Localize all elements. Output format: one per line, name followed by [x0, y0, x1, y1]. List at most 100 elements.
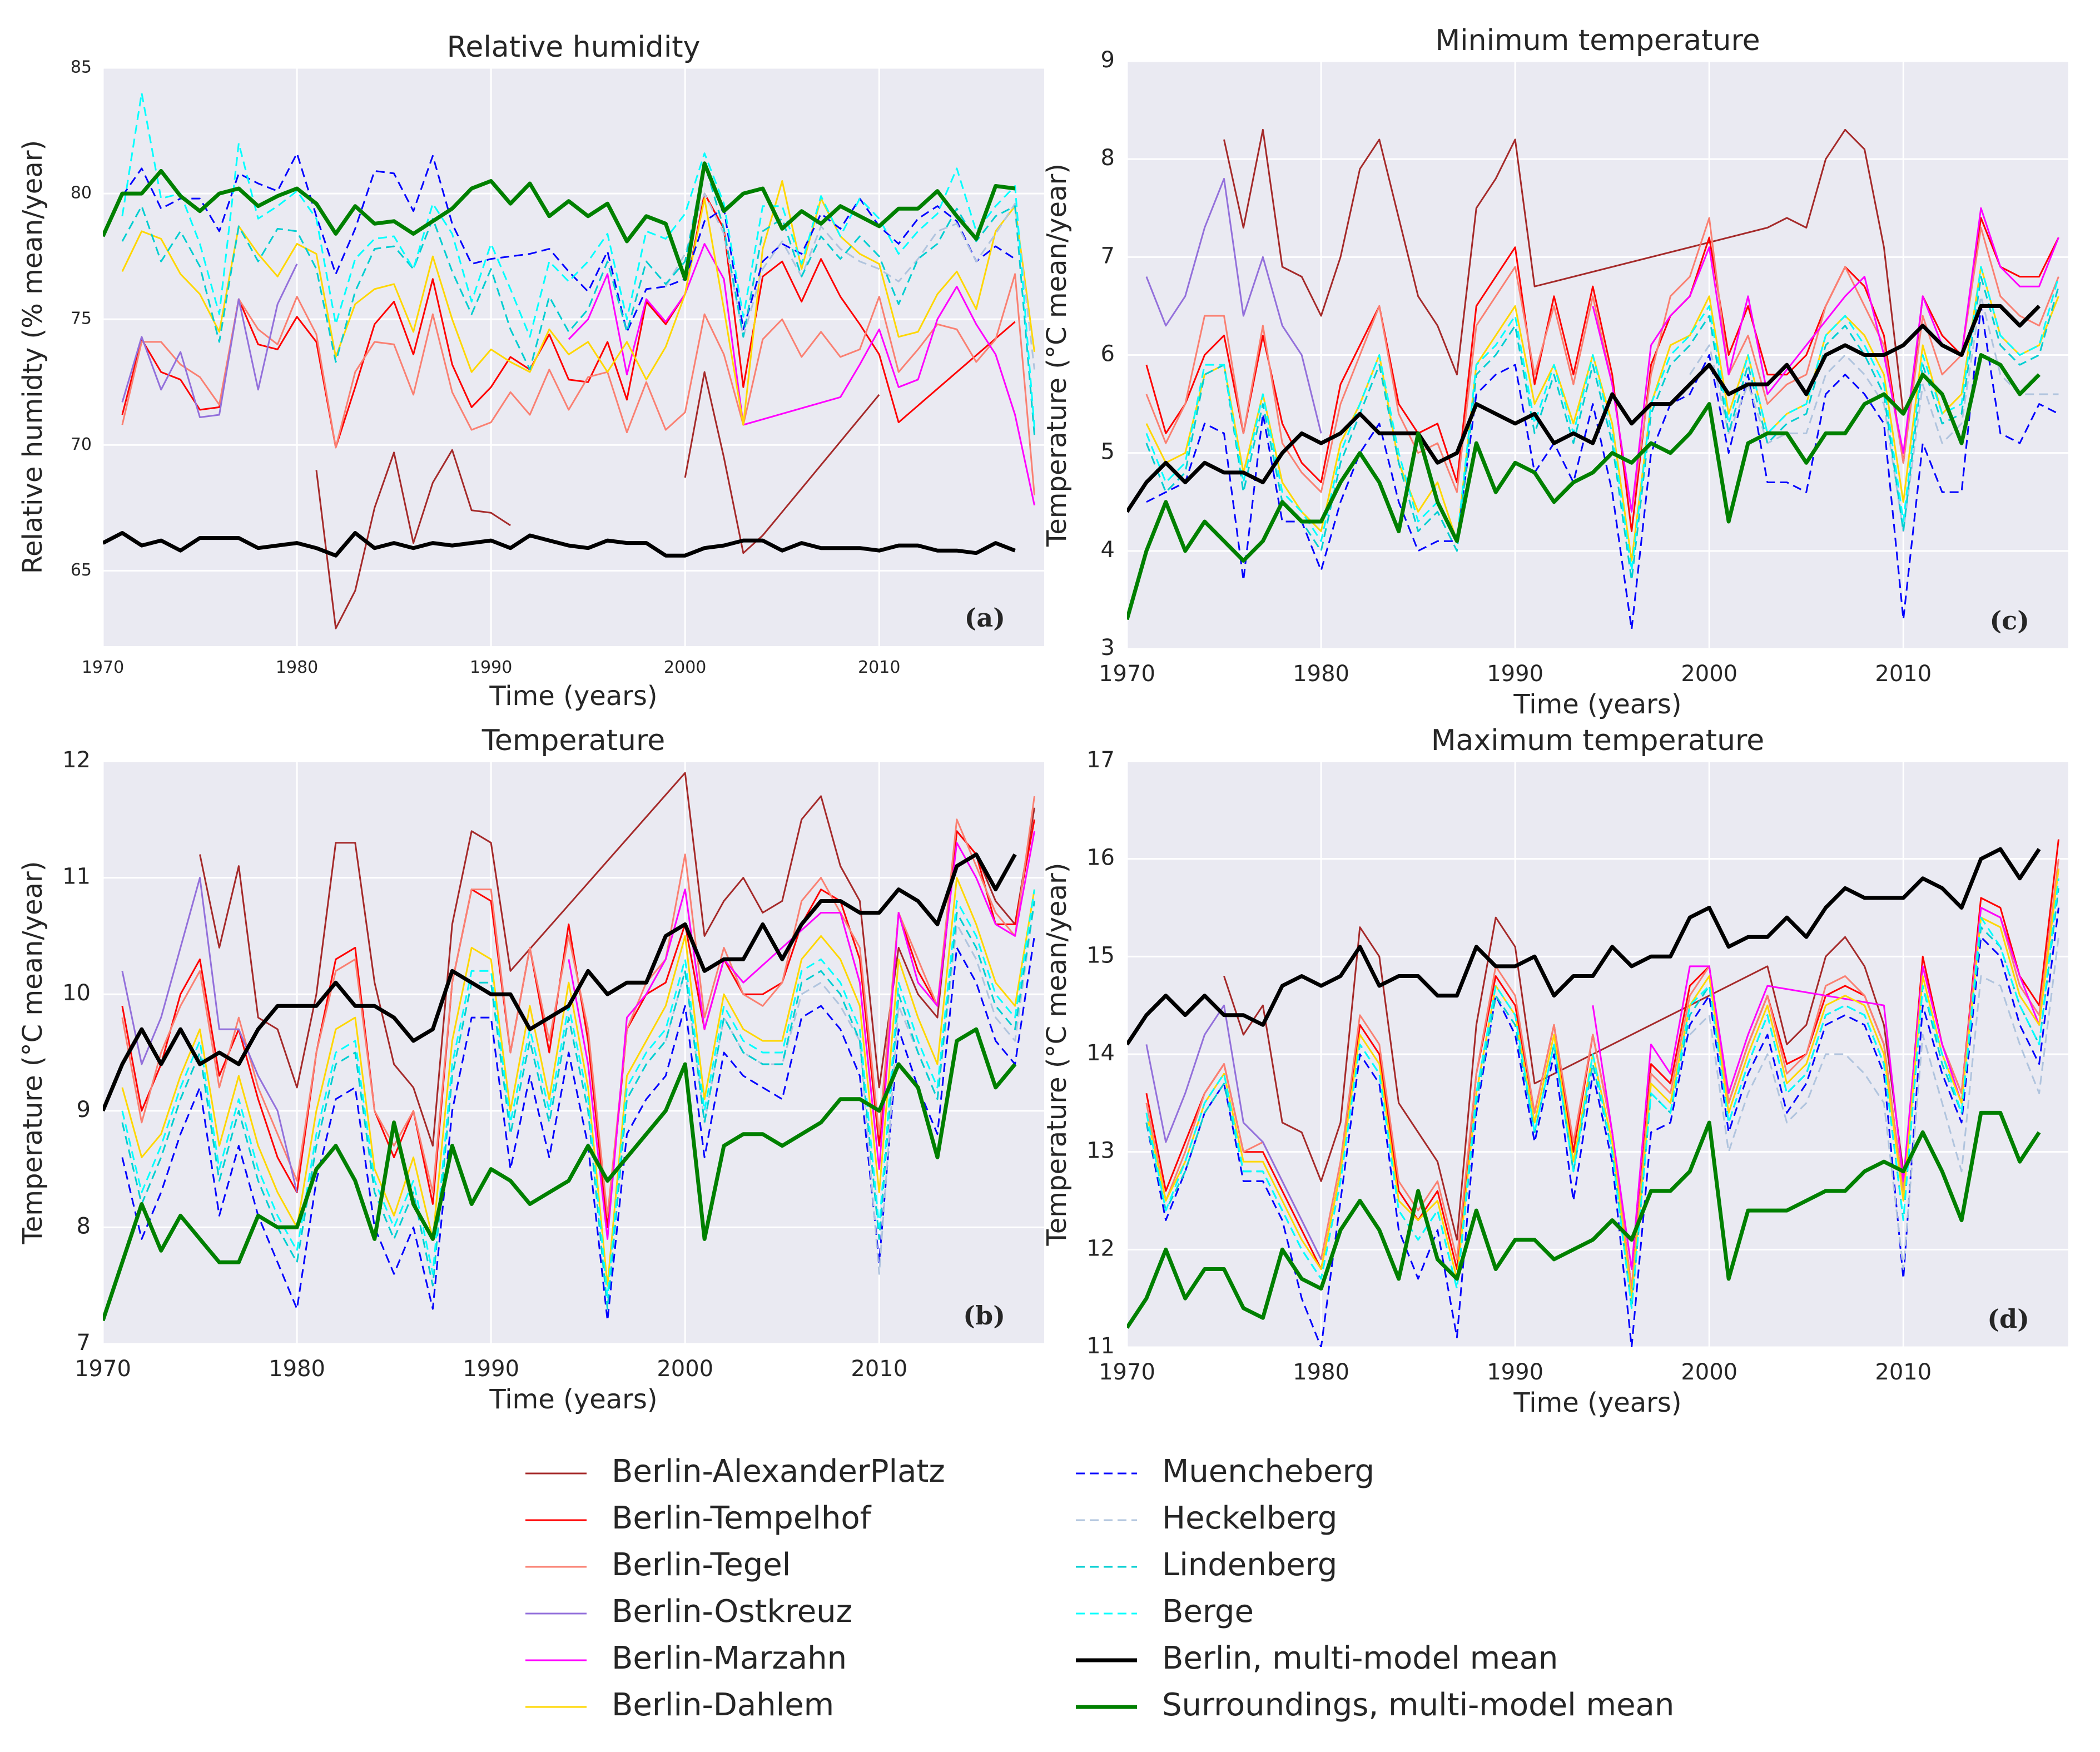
panel-a-series-group	[103, 92, 1035, 629]
legend-item-surroundings-multi-model-mean: Surroundings, multi-model mean	[1076, 1687, 1674, 1723]
panel-a-xtick-1970: 1970	[82, 658, 124, 677]
panel-b-letter: (b)	[963, 1301, 1005, 1331]
panel-b: 1970 1980 1990 2000 2010 7 8 9 10 11 12 Temperature…	[17, 724, 1044, 1415]
panel-d-series-group	[1127, 839, 2059, 1347]
panel-a-xtick-1980: 1980	[276, 658, 318, 677]
legend-item-berlin-tempelhof: Berlin-Tempelhof	[525, 1500, 872, 1536]
panel-c-ytick-5: 5	[1101, 439, 1115, 465]
legend-item-berlin-tegel: Berlin-Tegel	[525, 1547, 791, 1583]
panel-a-ytick-75: 75	[71, 309, 92, 329]
panel-b-xtick-1980: 1980	[269, 1356, 325, 1382]
panel-a-series-berlin-marzahn-seg0	[568, 243, 1035, 506]
panel-a-ytick-80: 80	[71, 183, 92, 203]
legend-label-berge: Berge	[1162, 1594, 1254, 1630]
panel-a-plot-area	[103, 68, 1044, 646]
panel-b-ytick-11: 11	[62, 864, 91, 890]
panel-c-series-berlin-dahlem-seg0	[1145, 266, 2059, 562]
panel-d-series-surroundings-multi-model-mean-seg0	[1127, 1110, 2041, 1329]
panel-c-ytick-3: 3	[1101, 635, 1115, 661]
panel-c-xtick-1990: 1990	[1487, 661, 1543, 687]
panel-c-letter: (c)	[1989, 605, 2029, 636]
panel-a-ytick-65: 65	[71, 560, 92, 580]
panel-a-series-berlin-alexanderplatz-seg0	[315, 449, 511, 629]
panel-d-series-berlin-marzahn-seg0	[1592, 868, 2059, 1270]
panel-d-xtick-1980: 1980	[1293, 1359, 1349, 1385]
panel-b-series-group	[103, 772, 1035, 1322]
panel-c-xtick-2010: 2010	[1875, 661, 1932, 687]
panel-a-series-heckelberg-seg0	[665, 192, 1035, 370]
legend-item-berlin-marzahn: Berlin-Marzahn	[525, 1640, 847, 1676]
panel-c-series-berlin-tegel-seg0	[1145, 217, 2059, 513]
panel-c-series-berlin-multi-model-mean-seg0	[1127, 304, 2041, 513]
legend-label-berlin-ostkreuz: Berlin-Ostkreuz	[612, 1594, 852, 1630]
panel-a-ytick-85: 85	[71, 58, 92, 77]
panel-b-series-berlin-ostkreuz-seg0	[121, 877, 298, 1193]
panel-a-xtick-2010: 2010	[858, 658, 900, 677]
panel-b-series-berge-seg0	[121, 889, 1035, 1298]
panel-c: 1970 1980 1990 2000 2010 3 4 5 6 7 8 9 Minimum tempe…	[1041, 24, 2068, 720]
panel-c-series-berlin-ostkreuz-seg0	[1145, 177, 1322, 434]
panel-b-ytick-9: 9	[77, 1097, 91, 1123]
panel-c-ytick-8: 8	[1101, 145, 1115, 171]
panel-a-xtick-1990: 1990	[470, 658, 512, 677]
panel-b-series-lindenberg-seg0	[121, 901, 1035, 1310]
panel-a-ylabel: Relative humidty (% mean/year)	[17, 140, 48, 574]
panel-c-series-group	[1127, 128, 2059, 631]
panel-c-xtick-1980: 1980	[1293, 661, 1349, 687]
panel-d-series-berge-seg0	[1145, 878, 2059, 1309]
legend-item-berge: Berge	[1076, 1594, 1254, 1630]
panel-c-xlabel: Time (years)	[1513, 689, 1681, 720]
panel-c-ytick-9: 9	[1101, 47, 1115, 73]
panel-a-series-lindenberg-seg0	[121, 162, 1035, 435]
panel-b-series-surroundings-multi-model-mean-seg0	[103, 1027, 1017, 1322]
panel-b-ytick-7: 7	[77, 1330, 91, 1356]
legend-label-berlin-multi-model-mean: Berlin, multi-model mean	[1162, 1640, 1558, 1676]
panel-a-series-surroundings-multi-model-mean-seg0	[103, 161, 1016, 281]
legend-label-berlin-alexanderplatz: Berlin-AlexanderPlatz	[612, 1453, 945, 1490]
panel-d-ytick-15: 15	[1086, 942, 1115, 968]
panel-c-ytick-4: 4	[1101, 537, 1115, 563]
panel-b-ytick-12: 12	[62, 747, 91, 773]
legend-item-berlin-alexanderplatz: Berlin-AlexanderPlatz	[525, 1453, 945, 1490]
panel-a-letter: (a)	[965, 603, 1005, 633]
panel-d-xtick-1990: 1990	[1487, 1359, 1543, 1385]
panel-b-xtick-1990: 1990	[463, 1356, 519, 1382]
panel-a-xlabel: Time (years)	[489, 681, 657, 712]
panel-d-series-muencheberg-seg0	[1145, 907, 2059, 1347]
panel-d-series-berlin-multi-model-mean-seg0	[1127, 847, 2041, 1046]
panel-a-ytick-70: 70	[71, 435, 92, 454]
legend-item-berlin-multi-model-mean: Berlin, multi-model mean	[1076, 1640, 1558, 1676]
panel-d-ytick-12: 12	[1086, 1235, 1115, 1261]
panel-c-xtick-1970: 1970	[1099, 661, 1155, 687]
panel-c-series-berlin-alexanderplatz-seg0	[1223, 128, 1904, 414]
panel-d-xlabel: Time (years)	[1513, 1387, 1681, 1418]
legend-label-berlin-tempelhof: Berlin-Tempelhof	[612, 1500, 872, 1536]
panel-c-xtick-2000: 2000	[1681, 661, 1737, 687]
legend-item-lindenberg: Lindenberg	[1076, 1547, 1337, 1583]
panel-d: 1970 1980 1990 2000 2010 11 12 13 14 15 16 17 Maximu…	[1041, 724, 2068, 1418]
panel-b-ylabel: Temperature (°C mean/year)	[17, 861, 48, 1245]
panel-b-ytick-10: 10	[62, 980, 91, 1006]
panel-a-series-berlin-multi-model-mean-seg0	[103, 531, 1016, 558]
legend-item-berlin-ostkreuz: Berlin-Ostkreuz	[525, 1594, 852, 1630]
panel-b-xtick-2000: 2000	[657, 1356, 713, 1382]
panel-b-series-berlin-multi-model-mean-seg0	[103, 852, 1017, 1112]
panel-d-title: Maximum temperature	[1431, 724, 1765, 757]
panel-a-series-berlin-alexanderplatz-seg1	[684, 371, 880, 554]
panel-c-series-berge-seg0	[1145, 266, 2059, 572]
panel-b-series-berlin-tegel-seg0	[121, 796, 1035, 1217]
panel-a-series-berlin-tegel-seg0	[121, 273, 1035, 495]
legend-item-berlin-dahlem: Berlin-Dahlem	[525, 1687, 834, 1723]
panel-d-xtick-2000: 2000	[1681, 1359, 1737, 1385]
panel-c-series-heckelberg-seg0	[1689, 295, 2059, 533]
panel-b-series-berlin-dahlem-seg0	[121, 877, 1035, 1287]
panel-d-xtick-2010: 2010	[1875, 1359, 1932, 1385]
panel-b-xlabel: Time (years)	[489, 1384, 657, 1415]
panel-d-letter: (d)	[1987, 1304, 2029, 1334]
panel-b-series-berlin-alexanderplatz-seg0	[199, 772, 1035, 1147]
legend-label-muencheberg: Muencheberg	[1162, 1453, 1374, 1490]
legend-label-heckelberg: Heckelberg	[1162, 1500, 1337, 1536]
legend-item-muencheberg: Muencheberg	[1076, 1453, 1374, 1490]
